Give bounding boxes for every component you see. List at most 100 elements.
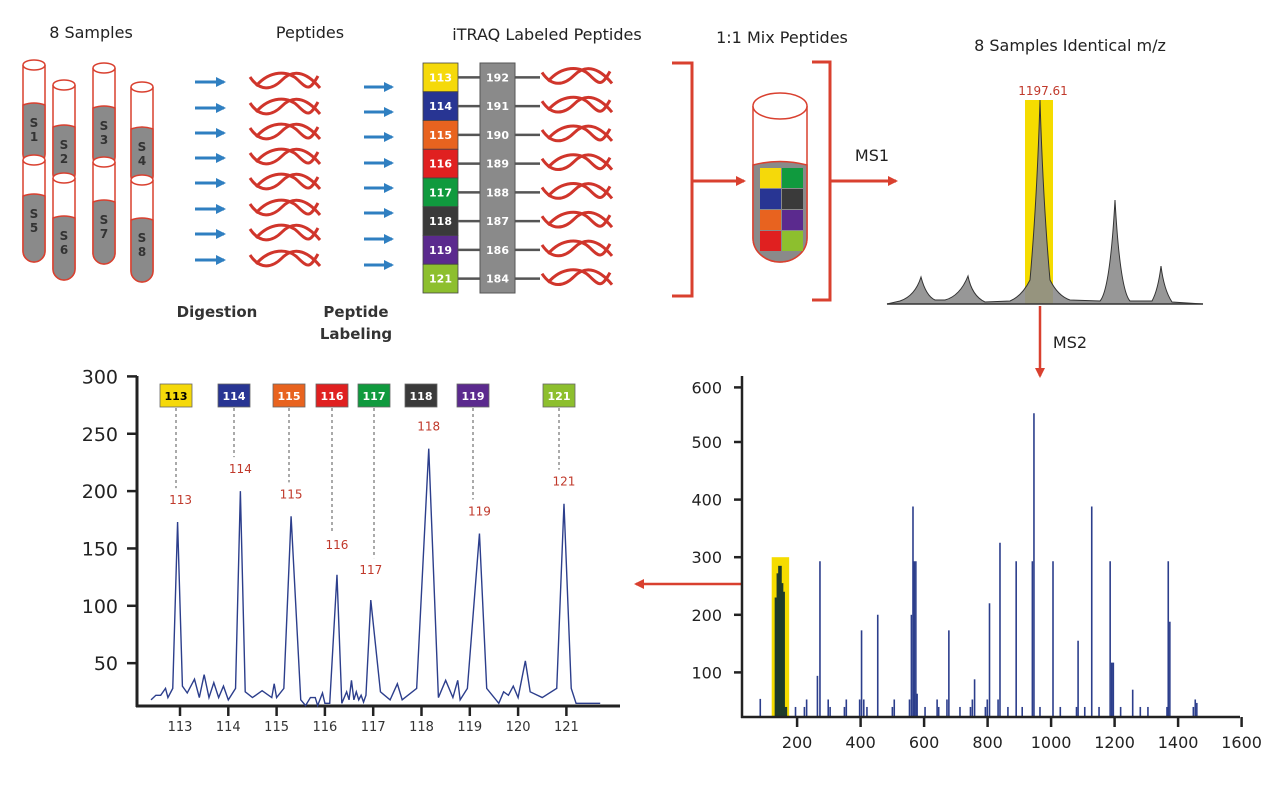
- tube-cap: [52, 79, 76, 91]
- y-tick-label: 300: [691, 548, 722, 567]
- ms1-peaks: [886, 99, 1204, 305]
- balance-tag-label: 184: [486, 273, 509, 286]
- peptide-strand: [546, 124, 612, 142]
- reporter-legend-label: 115: [278, 390, 301, 403]
- x-tick-label: 114: [216, 720, 241, 735]
- reporter-tag-121: [422, 263, 459, 294]
- reporter-legend-box: [456, 383, 490, 408]
- tube-letter: S: [60, 138, 69, 152]
- x-tick-label: 117: [361, 720, 386, 735]
- tube-number: 4: [138, 154, 146, 168]
- tube-number: 5: [30, 221, 38, 235]
- tube-letter: S: [100, 213, 109, 227]
- tube-sample-fill: [130, 217, 154, 283]
- mix-color-cell: [760, 210, 781, 230]
- reporter-tag-119: [422, 235, 459, 265]
- labeled-peptide: [540, 95, 614, 114]
- reporter-tag-label: 113: [429, 71, 452, 84]
- tube-cap: [22, 59, 46, 71]
- peptide-strand: [546, 182, 612, 199]
- y-tick-label: 150: [82, 538, 118, 560]
- reporter-legend-label: 118: [410, 390, 433, 403]
- reporter-tag-117: [422, 177, 459, 208]
- mixed-tube: [752, 92, 808, 263]
- ms1-label: MS1: [855, 146, 889, 165]
- reporter-legend-label: 117: [363, 390, 386, 403]
- peptide-strand: [248, 172, 322, 191]
- reporter-tag-label: 118: [429, 215, 452, 228]
- ms2-label: MS2: [1053, 333, 1087, 352]
- peak-label: 114: [229, 462, 252, 476]
- reporter-tag-label: 116: [429, 158, 452, 171]
- highlighted-bar: [783, 706, 788, 717]
- peptide: [248, 147, 322, 166]
- x-tick-label: 115: [264, 720, 289, 735]
- peptide-strand: [540, 182, 614, 200]
- balance-tag-label: 188: [486, 186, 509, 199]
- reporter-legend-label: 116: [321, 390, 344, 403]
- reporter-tag-label: 121: [429, 273, 452, 286]
- tube-letter: S: [138, 231, 147, 245]
- peptide: [248, 223, 322, 242]
- sample-tube: S5: [22, 154, 46, 263]
- sample-tube: S1: [22, 59, 46, 166]
- peptide-strand: [540, 239, 614, 258]
- y-tick-label: 100: [82, 596, 118, 618]
- mix-title: 1:1 Mix Peptides: [716, 28, 848, 47]
- itraq-tags: 113 192 114 191 115 190 116 189 117 188 118 187 119 1…: [422, 62, 614, 294]
- tube-number: 2: [60, 152, 68, 166]
- sample-tube: S2: [52, 79, 76, 186]
- labeled-peptide: [540, 124, 614, 143]
- reporter-legend-box: [159, 383, 193, 408]
- peptide: [248, 249, 322, 268]
- peptide-strand: [254, 223, 320, 241]
- mix-color-cell: [760, 168, 781, 188]
- highlighted-bar: [781, 591, 785, 717]
- samples-title: 8 Samples: [49, 23, 133, 42]
- x-tick-label: 1600: [1221, 733, 1262, 752]
- sample-tube: S7: [92, 156, 116, 265]
- x-tick-label: 800: [972, 733, 1003, 752]
- tube-number: 1: [30, 130, 38, 144]
- tube-cap: [52, 172, 76, 184]
- peptide-strand: [546, 239, 612, 257]
- y-tick-label: 250: [82, 424, 118, 446]
- itraq-title: iTRAQ Labeled Peptides: [452, 25, 641, 44]
- sample-tube: S4: [130, 81, 154, 188]
- x-tick-label: 1400: [1158, 733, 1199, 752]
- peak-label: 121: [553, 475, 576, 489]
- reporter-tag-116: [422, 148, 459, 179]
- sample-tube: S3: [92, 62, 116, 169]
- x-tick-label: 121: [554, 720, 579, 735]
- identical-mz-title: 8 Samples Identical m/z: [974, 36, 1166, 55]
- tube-number: 6: [60, 243, 68, 257]
- x-tick-label: 1000: [1031, 733, 1072, 752]
- y-tick-label: 100: [691, 663, 722, 682]
- peptide-strand: [546, 268, 612, 286]
- highlighted-bar: [774, 597, 779, 717]
- labeled-peptide: [540, 67, 614, 85]
- peptide-strand: [546, 95, 612, 113]
- ms1-spectrum: 1197.61: [886, 84, 1204, 305]
- balance-tag-label: 192: [486, 71, 509, 84]
- peptide-strand: [248, 122, 322, 141]
- tube-cap: [130, 81, 154, 93]
- x-tick-label: 600: [909, 733, 940, 752]
- y-tick-label: 600: [691, 378, 722, 397]
- sample-tube: S8: [130, 174, 154, 283]
- peptide-strand: [540, 153, 614, 172]
- precursor-mz-label: 1197.61: [1018, 84, 1068, 98]
- labeled-peptide: [540, 239, 614, 258]
- x-tick-label: 400: [845, 733, 876, 752]
- tube-cap: [130, 174, 154, 186]
- peptide-strand: [540, 67, 614, 85]
- labeled-peptide: [540, 182, 614, 200]
- tube-letter: S: [30, 116, 39, 130]
- peak-label: 119: [468, 505, 491, 519]
- tube-letter: S: [30, 207, 39, 221]
- tube-letter: S: [100, 119, 109, 133]
- peak-label: 115: [280, 487, 303, 501]
- digestion-label: Digestion: [177, 303, 258, 321]
- mix-color-cell: [782, 231, 803, 251]
- peak-label: 116: [326, 538, 349, 552]
